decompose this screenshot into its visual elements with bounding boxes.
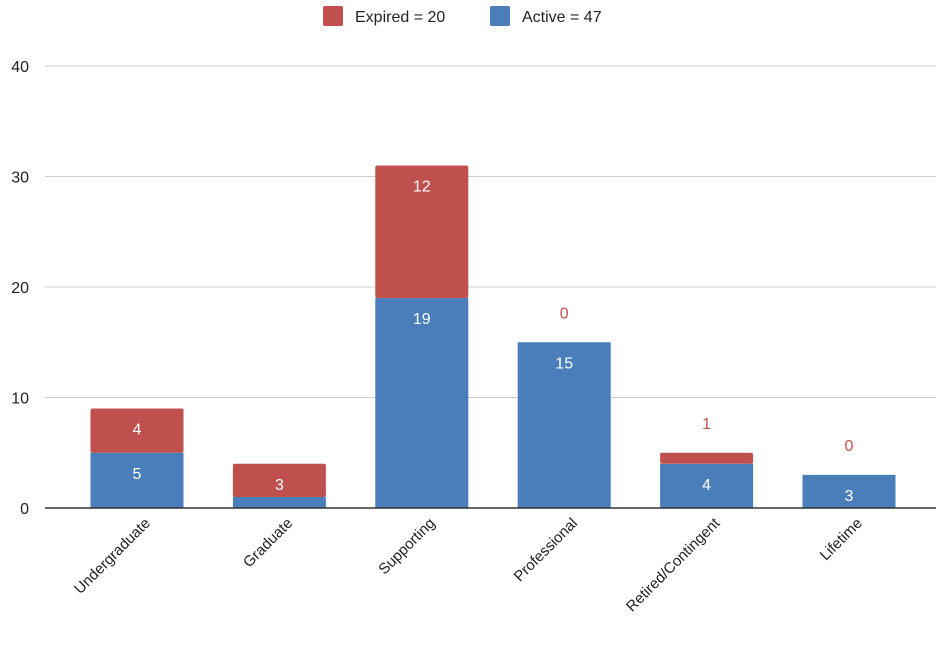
data-label-expired: 3	[275, 477, 284, 494]
data-label-active: 19	[413, 311, 431, 328]
x-category-label: Graduate	[240, 515, 296, 571]
data-label-active: 4	[702, 477, 711, 494]
bar-expired[interactable]	[232, 463, 326, 497]
bar-expired[interactable]	[660, 452, 754, 464]
y-tick-label: 40	[11, 59, 29, 76]
legend-item[interactable]: Expired = 20	[323, 6, 445, 26]
data-label-active: 5	[133, 466, 142, 483]
y-tick-label: 20	[11, 280, 29, 297]
gridlines	[45, 65, 936, 398]
legend-label: Active = 47	[522, 9, 602, 26]
data-label-active: 15	[555, 355, 573, 372]
data-label-expired: 0	[845, 438, 854, 455]
y-tick-label: 30	[11, 170, 29, 187]
data-label-active: 1	[275, 510, 284, 527]
data-label-expired: 4	[133, 422, 142, 439]
x-category-label: Undergraduate	[71, 515, 154, 598]
bar-active[interactable]	[90, 452, 184, 508]
legend-item[interactable]: Active = 47	[490, 6, 602, 26]
bar-active[interactable]	[232, 496, 326, 508]
data-label-active: 3	[845, 488, 854, 505]
x-category-label: Professional	[511, 515, 581, 585]
y-tick-label: 10	[11, 391, 29, 408]
legend-swatch	[490, 6, 510, 26]
bar-active[interactable]	[517, 342, 611, 508]
bar-expired[interactable]	[90, 408, 184, 453]
legend[interactable]: Expired = 20 Active = 47	[323, 6, 602, 26]
data-label-expired: 1	[702, 416, 711, 433]
bars	[90, 165, 896, 508]
x-category-label: Retired/Contingent	[623, 514, 724, 615]
data-label-expired: 0	[560, 305, 569, 322]
bar-expired[interactable]	[375, 165, 469, 299]
bar-active[interactable]	[375, 298, 469, 508]
legend-label: Expired = 20	[355, 9, 445, 26]
data-labels: 5 4 1 3 19 12 15 0 4 1 3 0	[133, 178, 854, 527]
x-category-label: Supporting	[375, 515, 438, 578]
x-category-label: Lifetime	[817, 515, 866, 564]
bar-active[interactable]	[660, 463, 754, 508]
data-label-expired: 12	[413, 178, 431, 195]
legend-swatch	[323, 6, 343, 26]
bar-active[interactable]	[802, 474, 896, 508]
y-tick-label: 0	[20, 501, 29, 518]
